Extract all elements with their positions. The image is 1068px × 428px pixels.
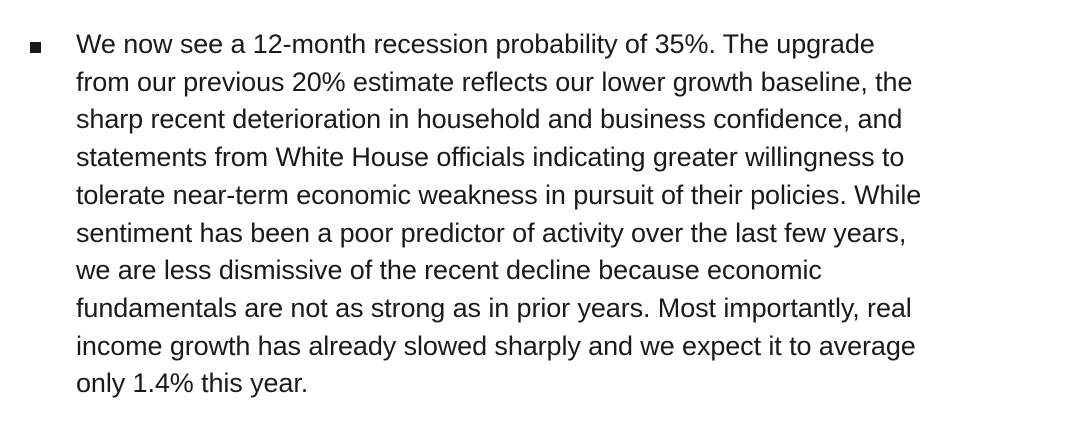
paragraph-line: fundamentals are not as strong as in pri…: [76, 292, 912, 323]
square-bullet-icon: [30, 42, 41, 53]
paragraph-line: statements from White House officials in…: [76, 142, 905, 173]
paragraph-line: tolerate near-term economic weakness in …: [76, 179, 922, 210]
paragraph-line: sharp recent deterioration in household …: [76, 104, 903, 135]
paragraph-line: from our previous 20% estimate reflects …: [76, 66, 913, 97]
paragraph-line: income growth has already slowed sharply…: [76, 330, 916, 361]
paragraph-line: only 1.4% this year.: [76, 368, 309, 399]
paragraph-line: sentiment has been a poor predictor of a…: [76, 217, 907, 248]
bullet-paragraph: We now see a 12-month recession probabil…: [76, 26, 1056, 403]
paragraph-line: we are less dismissive of the recent dec…: [76, 255, 822, 286]
paragraph-line: We now see a 12-month recession probabil…: [76, 29, 875, 59]
